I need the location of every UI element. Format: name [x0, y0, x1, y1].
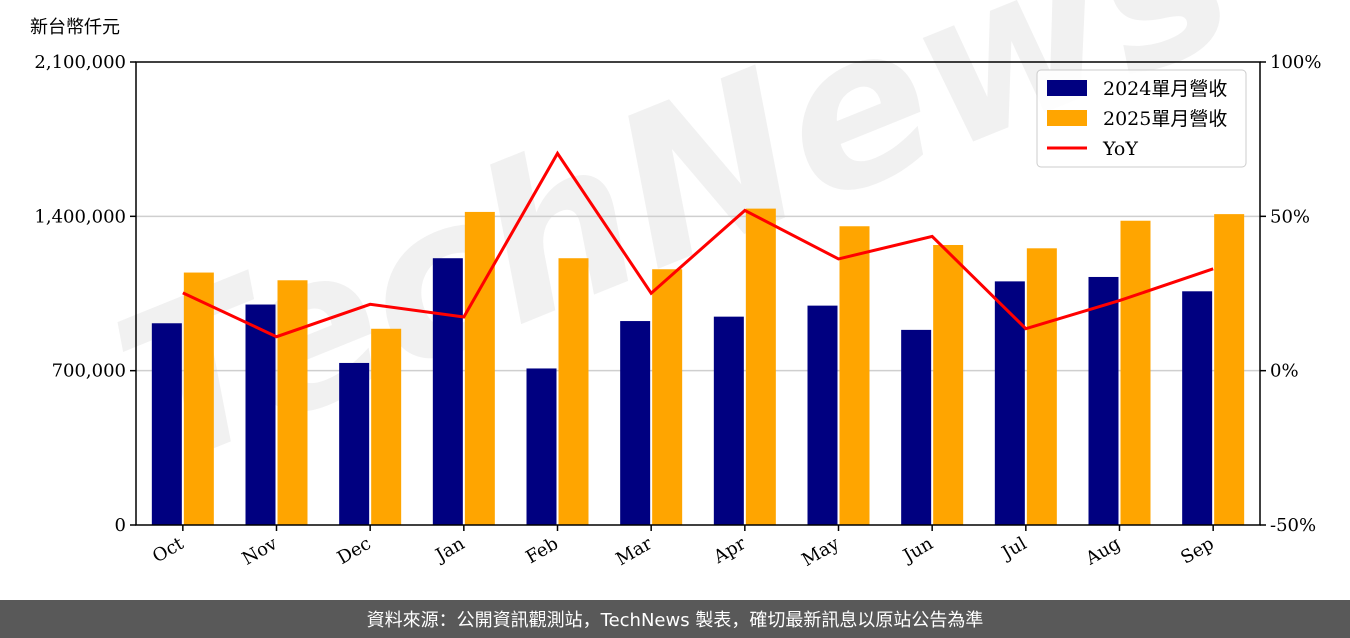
- legend-label-1: 2025單月營收: [1103, 108, 1227, 130]
- legend-swatch-1: [1047, 110, 1087, 126]
- legend: 2024單月營收 2025單月營收 YoY: [1036, 69, 1247, 168]
- gridlines: [136, 215, 1260, 372]
- legend-box: [1036, 69, 1247, 168]
- bar-2025-feb: [558, 258, 589, 525]
- right-tick-label: 0%: [1270, 361, 1299, 382]
- bar-2024-apr: [713, 316, 744, 525]
- right-tick-label: 50%: [1270, 206, 1310, 227]
- bar-2024-may: [807, 305, 838, 525]
- legend-label-2: YoY: [1102, 138, 1138, 160]
- x-tick-label-jul: Jul: [997, 533, 1031, 565]
- bar-2025-dec: [371, 328, 402, 525]
- bar-2025-sep: [1214, 214, 1245, 525]
- bar-2025-nov: [277, 280, 308, 525]
- bars: [151, 208, 1245, 526]
- bar-2024-oct: [151, 323, 182, 525]
- x-tick-label-aug: Aug: [1081, 533, 1124, 570]
- bar-2024-jun: [901, 329, 932, 525]
- x-tick-label-may: May: [798, 533, 843, 571]
- bar-2024-jan: [432, 258, 463, 525]
- left-tick-label: 2,100,000: [34, 52, 126, 73]
- source-footer: 資料來源：公開資訊觀測站，TechNews 製表，確切最新訊息以原站公告為準: [0, 600, 1350, 638]
- bar-2024-nov: [245, 304, 276, 525]
- right-tick-label: -50%: [1270, 515, 1316, 536]
- x-tick-label-oct: Oct: [149, 533, 188, 568]
- bar-2025-jun: [933, 244, 964, 525]
- bar-2025-mar: [652, 269, 683, 525]
- bar-2025-aug: [1120, 220, 1151, 525]
- x-tick-label-mar: Mar: [612, 533, 656, 570]
- x-tick-label-dec: Dec: [334, 533, 375, 569]
- legend-swatch-0: [1047, 80, 1087, 96]
- source-footer-text: 資料來源：公開資訊觀測站，TechNews 製表，確切最新訊息以原站公告為準: [366, 610, 984, 631]
- bar-2025-jul: [1026, 248, 1057, 526]
- right-tick-label: 100%: [1270, 52, 1321, 73]
- bar-2024-dec: [339, 362, 370, 525]
- chart: TechNews 0700,0001,400,0002,100,000-50%0…: [30, 0, 1321, 571]
- left-tick-label: 700,000: [52, 361, 126, 382]
- bar-2025-oct: [183, 272, 214, 525]
- bar-2024-feb: [526, 368, 557, 525]
- bar-2024-jul: [994, 281, 1025, 525]
- x-tick-label-nov: Nov: [239, 533, 282, 570]
- x-tick-label-feb: Feb: [522, 533, 562, 568]
- x-tick-label-apr: Apr: [709, 533, 749, 568]
- x-tick-label-jan: Jan: [431, 533, 469, 567]
- bar-2025-jan: [464, 211, 495, 525]
- x-tick-label-sep: Sep: [1177, 533, 1217, 568]
- bar-2025-apr: [745, 208, 776, 525]
- x-tick-label-jun: Jun: [898, 533, 937, 568]
- left-tick-label: 1,400,000: [34, 206, 126, 227]
- bar-2025-may: [839, 226, 870, 525]
- legend-label-0: 2024單月營收: [1103, 78, 1227, 100]
- y-axis-unit-label: 新台幣仟元: [30, 17, 120, 38]
- bar-2024-aug: [1088, 276, 1119, 525]
- left-tick-label: 0: [115, 515, 126, 536]
- plot-frame: [135, 61, 1261, 526]
- bar-2024-mar: [620, 321, 651, 525]
- yoy-line-layer: [182, 150, 1214, 339]
- yoy-line: [182, 150, 1214, 339]
- bar-2024-sep: [1182, 291, 1213, 525]
